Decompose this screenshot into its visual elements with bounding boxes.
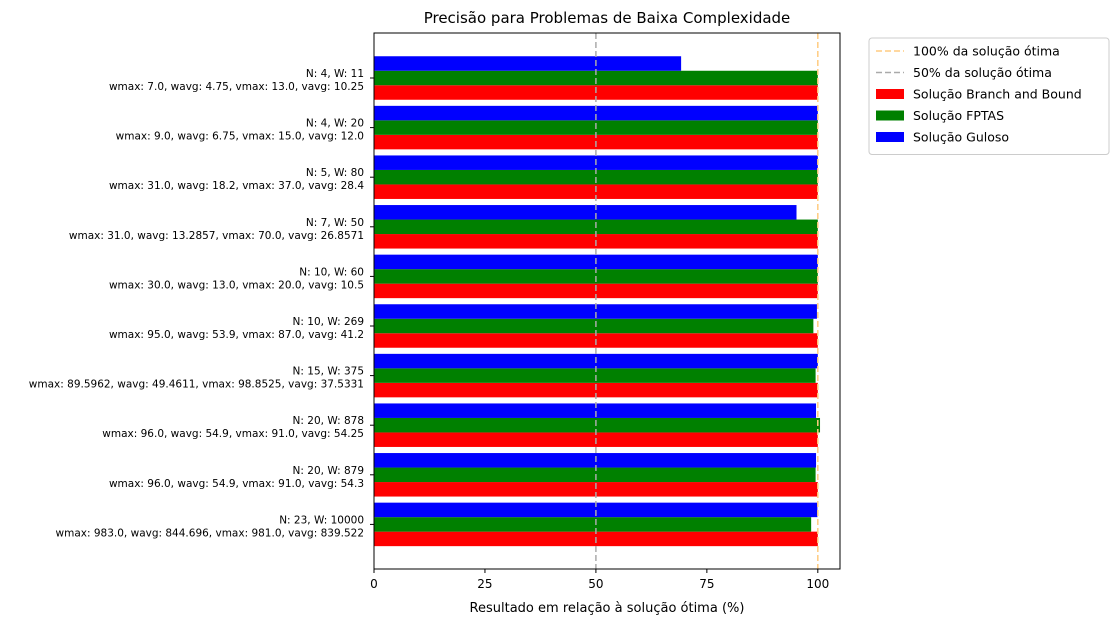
x-tick-label-2: 25	[477, 577, 492, 591]
legend-label-3: Solução Branch and Bound	[913, 87, 1082, 102]
bar-2-7	[374, 368, 816, 383]
plot-frame	[373, 32, 841, 570]
chart-title: Precisão para Problemas de Baixa Complex…	[424, 9, 791, 27]
y-tick-label-line2-7: wmax: 89.5962, wavg: 49.4611, vmax: 98.8…	[29, 379, 364, 391]
y-tick-label-line1-9: N: 20, W: 879	[293, 465, 364, 477]
bars-layer	[374, 56, 821, 547]
legend-label-1: 100% da solução ótima	[913, 44, 1060, 59]
y-tick-label-line2-10: wmax: 983.0, wavg: 844.696, vmax: 981.0,…	[56, 527, 364, 539]
legend-label-4: Solução FPTAS	[913, 108, 1004, 123]
y-tick-label-line1-10: N: 23, W: 10000	[279, 514, 364, 526]
bar-1-7	[374, 382, 818, 398]
x-tick-label-1: 0	[370, 577, 378, 591]
bar-3-2	[374, 105, 818, 121]
bar-2-6	[374, 318, 814, 334]
bar-2-8	[374, 417, 821, 433]
y-tick-label-line2-8: wmax: 96.0, wavg: 54.9, vmax: 91.0, vavg…	[102, 428, 364, 440]
reference-lines-layer	[595, 33, 819, 569]
y-tick-label-line1-4: N: 7, W: 50	[306, 217, 364, 229]
y-tick-label-line2-3: wmax: 31.0, wavg: 18.2, vmax: 37.0, vavg…	[109, 180, 364, 192]
bar-2-10	[374, 517, 812, 532]
x-tick-label-5: 100	[806, 577, 829, 591]
y-tick-label-line1-1: N: 4, W: 11	[306, 68, 364, 80]
x-axis-label: Resultado em relação à solução ótima (%)	[470, 601, 745, 616]
y-tick-label-line1-5: N: 10, W: 60	[299, 266, 364, 278]
legend-swatch-5	[876, 132, 904, 142]
bar-3-4	[374, 205, 797, 220]
legend-label-5: Solução Guloso	[913, 130, 1009, 145]
y-tick-label-line2-5: wmax: 30.0, wavg: 13.0, vmax: 20.0, vavg…	[109, 279, 364, 291]
y-tick-label-line2-4: wmax: 31.0, wavg: 13.2857, vmax: 70.0, v…	[69, 230, 364, 242]
bar-3-8	[374, 403, 817, 418]
bar-3-9	[374, 453, 817, 468]
y-tick-label-line1-3: N: 5, W: 80	[306, 167, 364, 179]
y-tick-label-line1-8: N: 20, W: 878	[293, 415, 364, 427]
y-tick-label-line1-6: N: 10, W: 269	[293, 316, 364, 328]
bar-3-6	[374, 304, 817, 319]
bar-2-9	[374, 467, 816, 483]
x-tick-label-4: 75	[699, 577, 714, 591]
legend-swatch-4	[876, 110, 904, 121]
legend-label-2: 50% da solução ótima	[913, 65, 1052, 80]
x-tick-label-3: 50	[588, 577, 603, 591]
bar-3-1	[374, 56, 682, 71]
y-tick-label-line2-9: wmax: 96.0, wavg: 54.9, vmax: 91.0, vavg…	[109, 478, 364, 490]
y-tick-label-line2-6: wmax: 95.0, wavg: 53.9, vmax: 87.0, vavg…	[109, 329, 364, 341]
bar-1-9	[374, 482, 818, 497]
y-tick-label-line2-2: wmax: 9.0, wavg: 6.75, vmax: 15.0, vavg:…	[116, 131, 364, 143]
legend-box	[868, 37, 1110, 155]
bar-3-10	[374, 502, 818, 518]
y-tick-label-line1-7: N: 15, W: 375	[293, 366, 364, 378]
y-tick-label-line2-1: wmax: 7.0, wavg: 4.75, vmax: 13.0, vavg:…	[109, 81, 364, 93]
legend-swatch-3	[876, 89, 904, 99]
x-axis: 0 25 50 75 100	[370, 569, 829, 591]
y-tick-label-line1-2: N: 4, W: 20	[306, 118, 364, 130]
legend: 100% da solução ótima 50% da solução ótim…	[868, 37, 1110, 155]
